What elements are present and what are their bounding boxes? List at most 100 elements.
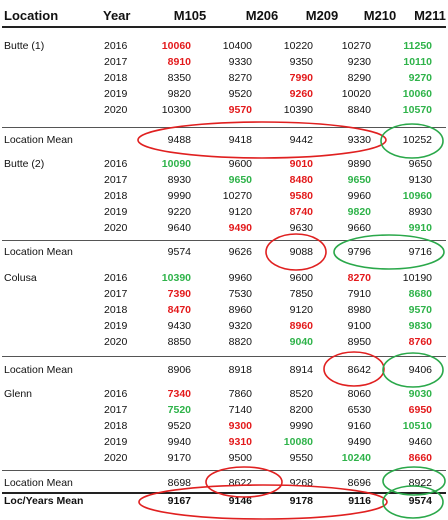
value-cell: 9990 [167,190,191,202]
value-cell: 8820 [228,336,252,348]
year-cell: 2020 [104,452,128,464]
value-cell: 9490 [347,436,371,448]
section-rule [2,240,446,241]
value-cell: 7530 [228,288,252,300]
section-rule [2,356,446,357]
overall-mean-cell: 9178 [289,495,313,507]
value-cell: 9260 [289,88,313,100]
overall-mean-cell: 9574 [408,495,432,507]
value-cell: 10220 [283,40,313,52]
section-rule [2,470,446,471]
value-cell: 9910 [408,222,432,234]
mean-cell: 10252 [402,134,432,146]
value-cell: 8930 [408,206,432,218]
value-cell: 9460 [408,436,432,448]
value-cell: 8680 [408,288,432,300]
value-cell: 8960 [228,304,252,316]
value-cell: 8270 [347,272,371,284]
value-cell: 9600 [289,272,313,284]
value-cell: 9520 [228,88,252,100]
year-cell: 2019 [104,206,128,218]
value-cell: 9570 [408,304,432,316]
overall-mean-label: Loc/Years Mean [4,495,84,507]
value-cell: 10510 [402,420,432,432]
year-cell: 2018 [104,190,128,202]
value-cell: 9660 [347,222,371,234]
value-cell: 10240 [341,452,371,464]
mean-cell: 9796 [347,246,371,258]
year-cell: 2019 [104,88,128,100]
value-cell: 8660 [408,452,432,464]
value-cell: 10060 [161,40,191,52]
value-cell: 9580 [289,190,313,202]
mean-cell: 9442 [289,134,313,146]
mean-cell: 9626 [228,246,252,258]
value-cell: 7140 [228,404,252,416]
mean-cell: 8622 [228,477,252,489]
header-year: Year [103,8,131,23]
overall-mean-cell: 9167 [167,495,191,507]
value-cell: 6530 [347,404,371,416]
value-cell: 9030 [408,388,432,400]
year-cell: 2018 [104,420,128,432]
value-cell: 9220 [167,206,191,218]
value-cell: 9650 [408,158,432,170]
value-cell: 9350 [289,56,313,68]
overall-mean-cell: 9116 [348,495,371,507]
year-cell: 2017 [104,404,128,416]
mean-cell: 9406 [408,364,432,376]
year-cell: 2020 [104,336,128,348]
mean-cell: 8698 [167,477,191,489]
value-cell: 9330 [228,56,252,68]
location-name: Butte (1) [4,40,45,52]
year-cell: 2017 [104,174,128,186]
header-m209: M209 [305,8,339,23]
mean-cell: 8642 [347,364,371,376]
year-cell: 2018 [104,304,128,316]
value-cell: 9640 [167,222,191,234]
location-mean-label: Location Mean [4,134,73,146]
value-cell: 9520 [167,420,191,432]
value-cell: 9650 [228,174,252,186]
value-cell: 11250 [403,40,432,52]
value-cell: 7910 [347,288,371,300]
value-cell: 9990 [289,420,313,432]
year-cell: 2017 [104,288,128,300]
location-name: Butte (2) [4,158,45,170]
value-cell: 7860 [228,388,252,400]
value-cell: 8270 [228,72,252,84]
header-m211: M211 [414,8,446,23]
value-cell: 9960 [347,190,371,202]
value-cell: 9310 [228,436,252,448]
value-cell: 8930 [167,174,191,186]
value-cell: 7520 [167,404,191,416]
value-cell: 7990 [289,72,313,84]
value-cell: 10080 [283,436,313,448]
value-cell: 10060 [402,88,432,100]
header-m206: M206 [245,8,279,23]
value-cell: 9100 [347,320,371,332]
value-cell: 7390 [167,288,191,300]
value-cell: 9830 [408,320,432,332]
mean-cell: 8918 [228,364,252,376]
value-cell: 8960 [289,320,313,332]
value-cell: 9490 [228,222,252,234]
year-cell: 2020 [104,104,128,116]
value-cell: 10390 [161,272,191,284]
value-cell: 9570 [228,104,252,116]
mean-cell: 8696 [347,477,371,489]
value-cell: 9820 [167,88,191,100]
section-rule [2,127,446,128]
value-cell: 10110 [403,56,432,68]
mean-cell: 9088 [289,246,313,258]
value-cell: 7850 [289,288,313,300]
value-cell: 8950 [347,336,371,348]
value-cell: 9600 [228,158,252,170]
overall-rule [2,492,446,494]
value-cell: 8760 [408,336,432,348]
year-cell: 2020 [104,222,128,234]
value-cell: 8850 [167,336,191,348]
year-cell: 2016 [104,158,128,170]
value-cell: 8480 [289,174,313,186]
value-cell: 9160 [347,420,371,432]
